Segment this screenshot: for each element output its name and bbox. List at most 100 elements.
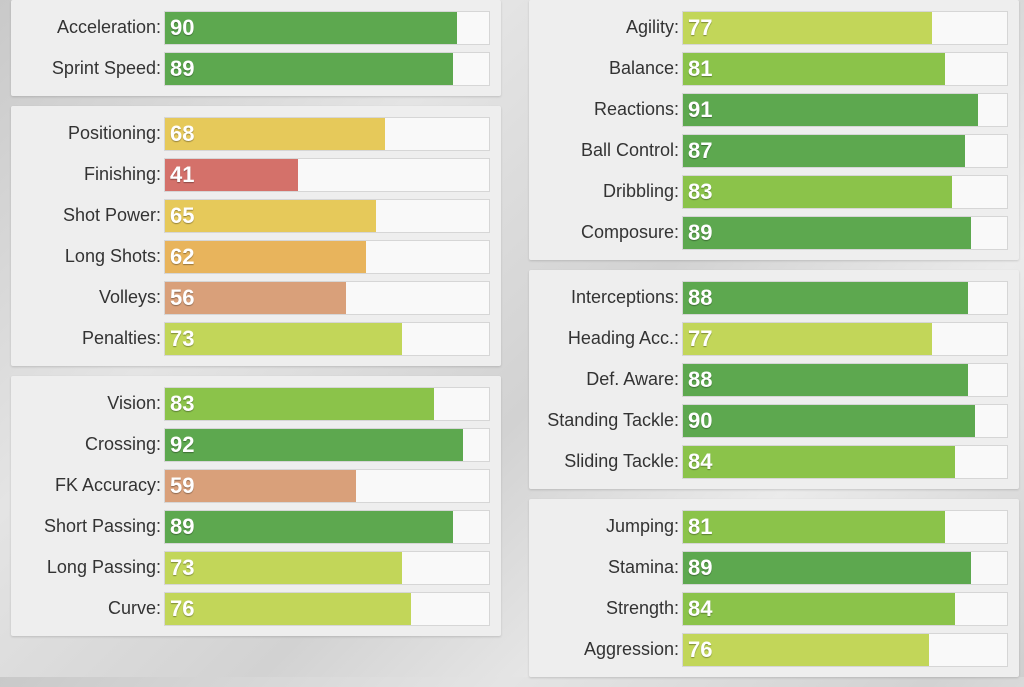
stat-label: Vision: bbox=[107, 393, 161, 413]
stat-bar-fill bbox=[683, 445, 955, 478]
stat-value: 87 bbox=[688, 137, 713, 163]
stat-row-reactions: Reactions: 91 bbox=[529, 89, 1019, 130]
stat-row-stamina: Stamina: 89 bbox=[529, 547, 1019, 588]
stat-label: Jumping: bbox=[605, 516, 679, 536]
stat-bar-fill bbox=[683, 510, 945, 543]
stats-column-right: Agility: 77 Balance: 81 Reactions: 91 Ball Con… bbox=[529, 0, 1019, 687]
stat-row-short-passing: Short Passing: 89 bbox=[11, 506, 501, 547]
stat-bar-fill bbox=[683, 592, 955, 625]
stat-bar: 62 bbox=[164, 239, 490, 274]
stat-row-heading-acc: Heading Acc.: 77 bbox=[529, 318, 1019, 359]
stat-bar: 88 bbox=[682, 280, 1008, 315]
stat-value: 77 bbox=[688, 14, 713, 40]
stat-bar-fill bbox=[165, 11, 457, 44]
stat-label: Stamina: bbox=[607, 557, 679, 577]
stat-value: 59 bbox=[170, 472, 195, 498]
stat-row-acceleration: Acceleration: 90 bbox=[11, 7, 501, 48]
stat-bar-fill bbox=[165, 510, 453, 543]
stat-bar: 83 bbox=[682, 174, 1008, 209]
stat-bar-fill bbox=[165, 117, 385, 150]
stat-value: 89 bbox=[170, 513, 195, 539]
stat-label: Strength: bbox=[605, 598, 679, 618]
stat-bar: 73 bbox=[164, 321, 490, 356]
stat-bar: 81 bbox=[682, 509, 1008, 544]
stat-value: 90 bbox=[170, 14, 195, 40]
stat-bar-fill bbox=[165, 469, 356, 502]
stat-label: Ball Control: bbox=[580, 140, 679, 160]
stat-row-sprint-speed: Sprint Speed: 89 bbox=[11, 48, 501, 89]
stat-row-agility: Agility: 77 bbox=[529, 7, 1019, 48]
stat-label: Reactions: bbox=[593, 99, 679, 119]
stat-bar-fill bbox=[683, 363, 968, 396]
stat-value: 92 bbox=[170, 431, 195, 457]
stat-label: Volleys: bbox=[98, 287, 161, 307]
stat-bar-fill bbox=[683, 551, 971, 584]
stat-value: 76 bbox=[170, 595, 195, 621]
stat-bar: 88 bbox=[682, 362, 1008, 397]
stat-value: 73 bbox=[170, 554, 195, 580]
stat-value: 62 bbox=[170, 243, 195, 269]
stat-bar: 81 bbox=[682, 51, 1008, 86]
stat-bar: 89 bbox=[164, 509, 490, 544]
stat-value: 84 bbox=[688, 595, 713, 621]
stat-bar: 91 bbox=[682, 92, 1008, 127]
stat-bar-fill bbox=[683, 404, 975, 437]
stat-bar: 76 bbox=[682, 632, 1008, 667]
stat-label: Short Passing: bbox=[43, 516, 161, 536]
stat-row-volleys: Volleys: 56 bbox=[11, 277, 501, 318]
stat-label: FK Accuracy: bbox=[54, 475, 161, 495]
stat-bar: 92 bbox=[164, 427, 490, 462]
stat-bar: 59 bbox=[164, 468, 490, 503]
stat-value: 89 bbox=[170, 55, 195, 81]
stat-label: Balance: bbox=[608, 58, 679, 78]
stat-label: Penalties: bbox=[81, 328, 161, 348]
stat-value: 68 bbox=[170, 120, 195, 146]
stat-label: Standing Tackle: bbox=[547, 410, 679, 430]
stat-bar-fill bbox=[165, 199, 376, 232]
stat-bar: 83 bbox=[164, 386, 490, 421]
stat-row-sliding-tackle: Sliding Tackle: 84 bbox=[529, 441, 1019, 482]
stat-value: 83 bbox=[688, 178, 713, 204]
stat-label: Sprint Speed: bbox=[51, 58, 161, 78]
stat-panel: Acceleration: 90 Sprint Speed: 89 bbox=[11, 0, 501, 96]
stat-bar: 76 bbox=[164, 591, 490, 626]
stat-value: 91 bbox=[688, 96, 713, 122]
stat-panel: Positioning: 68 Finishing: 41 Shot Power: 65 L… bbox=[11, 106, 501, 366]
stat-bar-fill bbox=[165, 52, 453, 85]
stat-panel: Jumping: 81 Stamina: 89 Strength: 84 Aggressio… bbox=[529, 499, 1019, 677]
stat-label: Agility: bbox=[625, 17, 679, 37]
stat-label: Shot Power: bbox=[62, 205, 161, 225]
stat-bar-fill bbox=[683, 216, 971, 249]
stat-bar-fill bbox=[683, 52, 945, 85]
stat-bar: 87 bbox=[682, 133, 1008, 168]
stat-label: Composure: bbox=[580, 222, 679, 242]
stat-row-composure: Composure: 89 bbox=[529, 212, 1019, 253]
stat-bar-fill bbox=[165, 240, 366, 273]
stat-bar-fill bbox=[683, 281, 968, 314]
stat-value: 89 bbox=[688, 219, 713, 245]
stat-panel: Vision: 83 Crossing: 92 FK Accuracy: 59 Short … bbox=[11, 376, 501, 636]
stat-value: 90 bbox=[688, 407, 713, 433]
stat-row-crossing: Crossing: 92 bbox=[11, 424, 501, 465]
stat-value: 88 bbox=[688, 284, 713, 310]
stats-column-left: Acceleration: 90 Sprint Speed: 89 Positionin… bbox=[11, 0, 501, 646]
stat-row-long-passing: Long Passing: 73 bbox=[11, 547, 501, 588]
stat-label: Acceleration: bbox=[56, 17, 161, 37]
stat-row-finishing: Finishing: 41 bbox=[11, 154, 501, 195]
stat-label: Long Passing: bbox=[46, 557, 161, 577]
stat-row-fk-accuracy: FK Accuracy: 59 bbox=[11, 465, 501, 506]
stat-label: Interceptions: bbox=[570, 287, 679, 307]
stat-value: 73 bbox=[170, 325, 195, 351]
stat-panel: Agility: 77 Balance: 81 Reactions: 91 Ball Con… bbox=[529, 0, 1019, 260]
stat-bar-fill bbox=[683, 633, 929, 666]
stat-bar: 89 bbox=[682, 215, 1008, 250]
stat-bar: 84 bbox=[682, 444, 1008, 479]
stat-row-dribbling: Dribbling: 83 bbox=[529, 171, 1019, 212]
stat-label: Aggression: bbox=[583, 639, 679, 659]
stat-bar: 90 bbox=[682, 403, 1008, 438]
stat-value: 77 bbox=[688, 325, 713, 351]
stat-bar: 77 bbox=[682, 321, 1008, 356]
stat-row-strength: Strength: 84 bbox=[529, 588, 1019, 629]
stat-row-balance: Balance: 81 bbox=[529, 48, 1019, 89]
stat-row-long-shots: Long Shots: 62 bbox=[11, 236, 501, 277]
